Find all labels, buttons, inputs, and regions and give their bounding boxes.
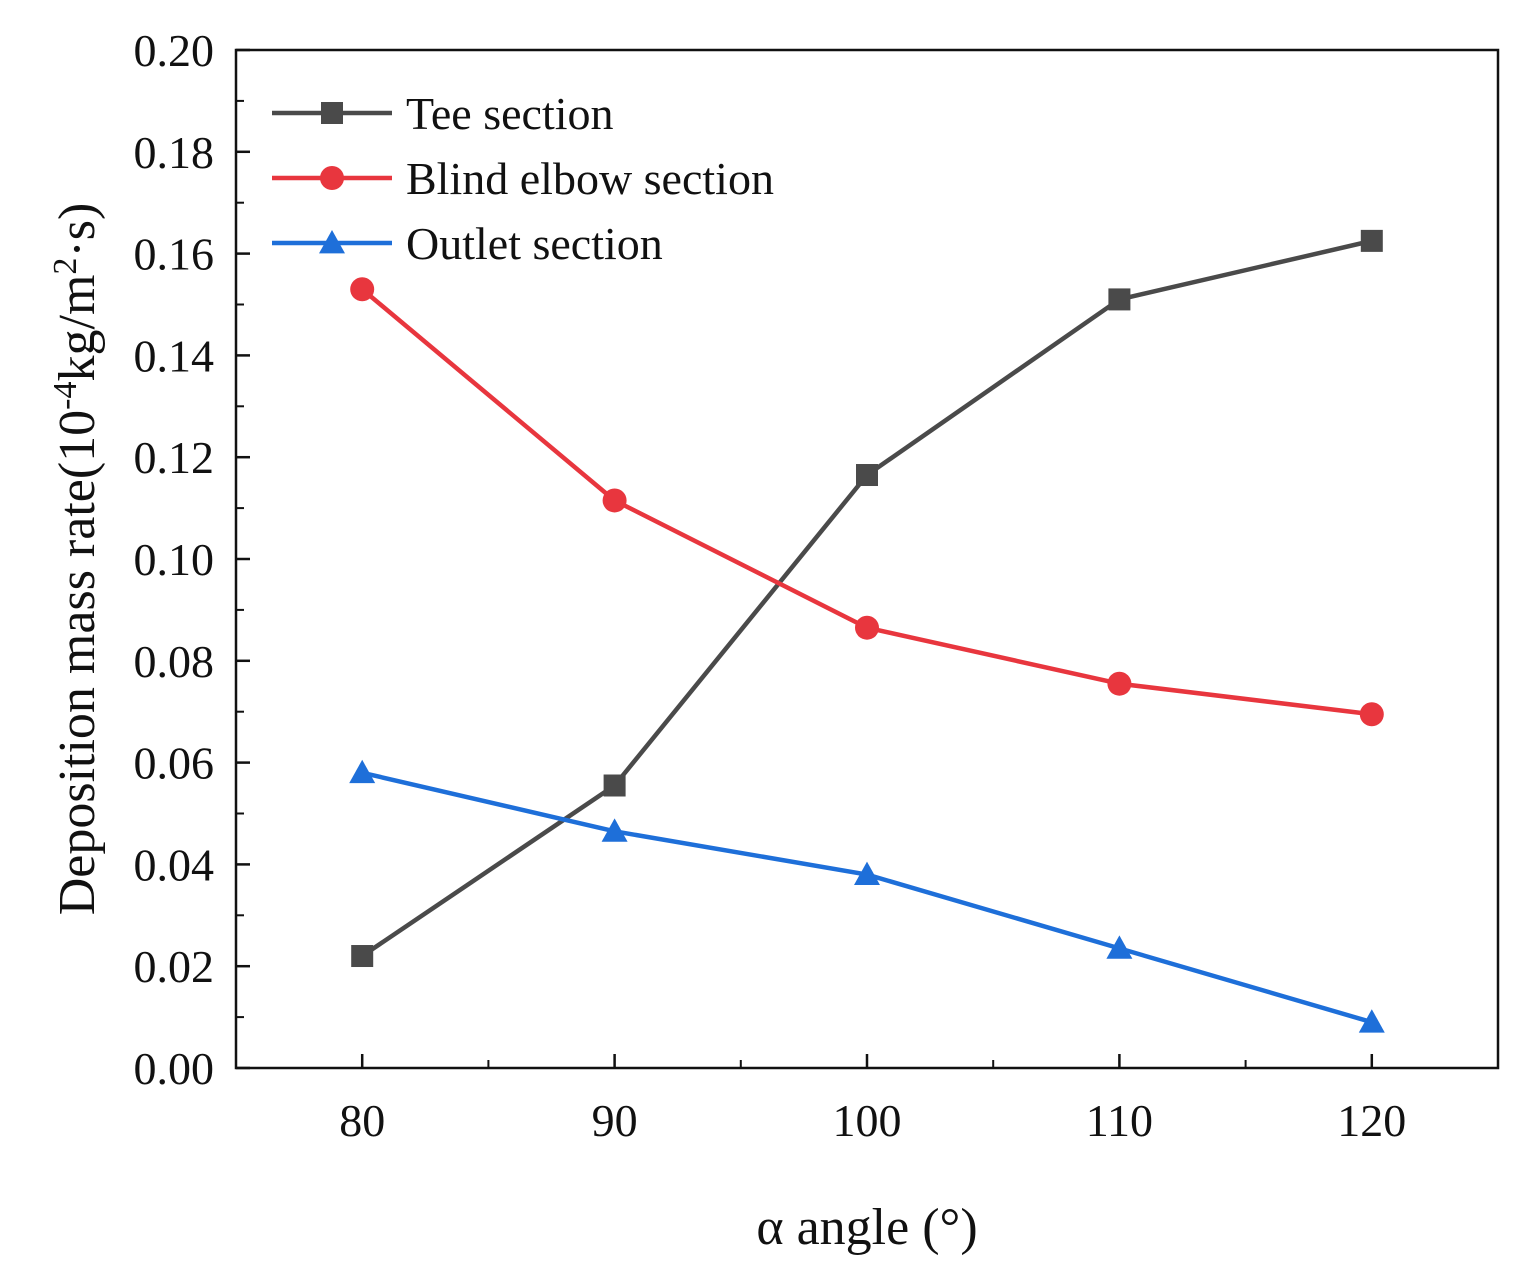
series-line-blind-elbow-section <box>360 287 1373 717</box>
data-point-outlet-section <box>1106 935 1133 959</box>
y-axis-title-part-1: Deposition mass rate(10 <box>49 410 106 915</box>
axis-ticks <box>236 48 1374 1070</box>
y-tick-label: 0.16 <box>134 229 215 280</box>
data-point-blind-elbow-section <box>350 277 375 302</box>
y-tick-label: 0.20 <box>134 25 215 76</box>
y-tick-label: 0.00 <box>134 1043 215 1094</box>
data-point-blind-elbow-section <box>1359 702 1384 727</box>
legend-label: Tee section <box>406 88 614 139</box>
y-axis-title-exponent-2: 2 <box>47 258 84 275</box>
data-point-blind-elbow-section <box>855 615 879 640</box>
x-tick-label: 110 <box>1086 1095 1153 1146</box>
plot-area <box>234 48 1500 1070</box>
legend-swatch-marker <box>319 230 345 254</box>
y-tick-label: 0.10 <box>134 534 215 585</box>
legend-label: Outlet section <box>406 218 663 269</box>
x-tick-label: 80 <box>339 1095 385 1146</box>
y-tick-label: 0.02 <box>134 941 215 992</box>
series-blind-elbow-section <box>350 277 1384 727</box>
series-layer <box>349 229 1385 1033</box>
data-point-tee-section <box>351 945 374 968</box>
series-line-tee-section <box>360 238 1373 958</box>
data-point-blind-elbow-section <box>1107 671 1132 696</box>
x-tick-label: 90 <box>592 1095 638 1146</box>
y-axis-title-part-2: kg/m <box>49 275 106 382</box>
x-axis-title: α angle (°) <box>756 1199 977 1256</box>
series-tee-section <box>351 229 1383 968</box>
data-point-tee-section <box>1108 288 1131 311</box>
y-tick-label: 0.18 <box>134 127 215 178</box>
data-point-outlet-section <box>854 861 880 885</box>
y-axis-title-part-3: ·s) <box>49 203 106 258</box>
series-outlet-section <box>349 759 1385 1033</box>
y-tick-label: 0.12 <box>134 432 215 483</box>
series-line-outlet-section <box>361 770 1373 1025</box>
y-tick-label: 0.08 <box>134 636 215 687</box>
data-point-tee-section <box>603 774 626 797</box>
legend: Tee section Blind elbow section Outlet sec… <box>272 88 774 269</box>
data-point-tee-section <box>856 464 878 487</box>
y-axis-title-exponent-1: -4 <box>47 382 84 410</box>
data-point-tee-section <box>1360 229 1383 252</box>
legend-label: Blind elbow section <box>406 153 774 204</box>
x-tick-label: 100 <box>833 1095 902 1146</box>
legend-item-outlet-section: Outlet section <box>272 218 663 269</box>
data-point-outlet-section <box>349 759 376 784</box>
data-point-outlet-section <box>601 818 628 842</box>
x-tick-label: 120 <box>1337 1095 1406 1146</box>
y-tick-label: 0.14 <box>134 330 215 381</box>
x-axis-tick-labels: 80 90 100 110 120 <box>339 1095 1406 1146</box>
y-axis-tick-labels: 0.00 0.02 0.04 0.06 0.08 0.10 0.12 0.14 0.16 0.18… <box>134 25 215 1094</box>
y-axis-title: Deposition mass rate(10-4kg/m2·s) <box>47 203 107 916</box>
legend-item-tee-section: Tee section <box>272 88 614 139</box>
y-tick-label: 0.04 <box>134 839 215 890</box>
data-point-blind-elbow-section <box>602 488 627 513</box>
legend-swatch-marker <box>321 102 343 124</box>
legend-swatch-marker <box>320 166 344 190</box>
y-tick-label: 0.06 <box>134 738 215 789</box>
data-point-outlet-section <box>1358 1009 1385 1033</box>
legend-item-blind-elbow-section: Blind elbow section <box>272 153 774 204</box>
